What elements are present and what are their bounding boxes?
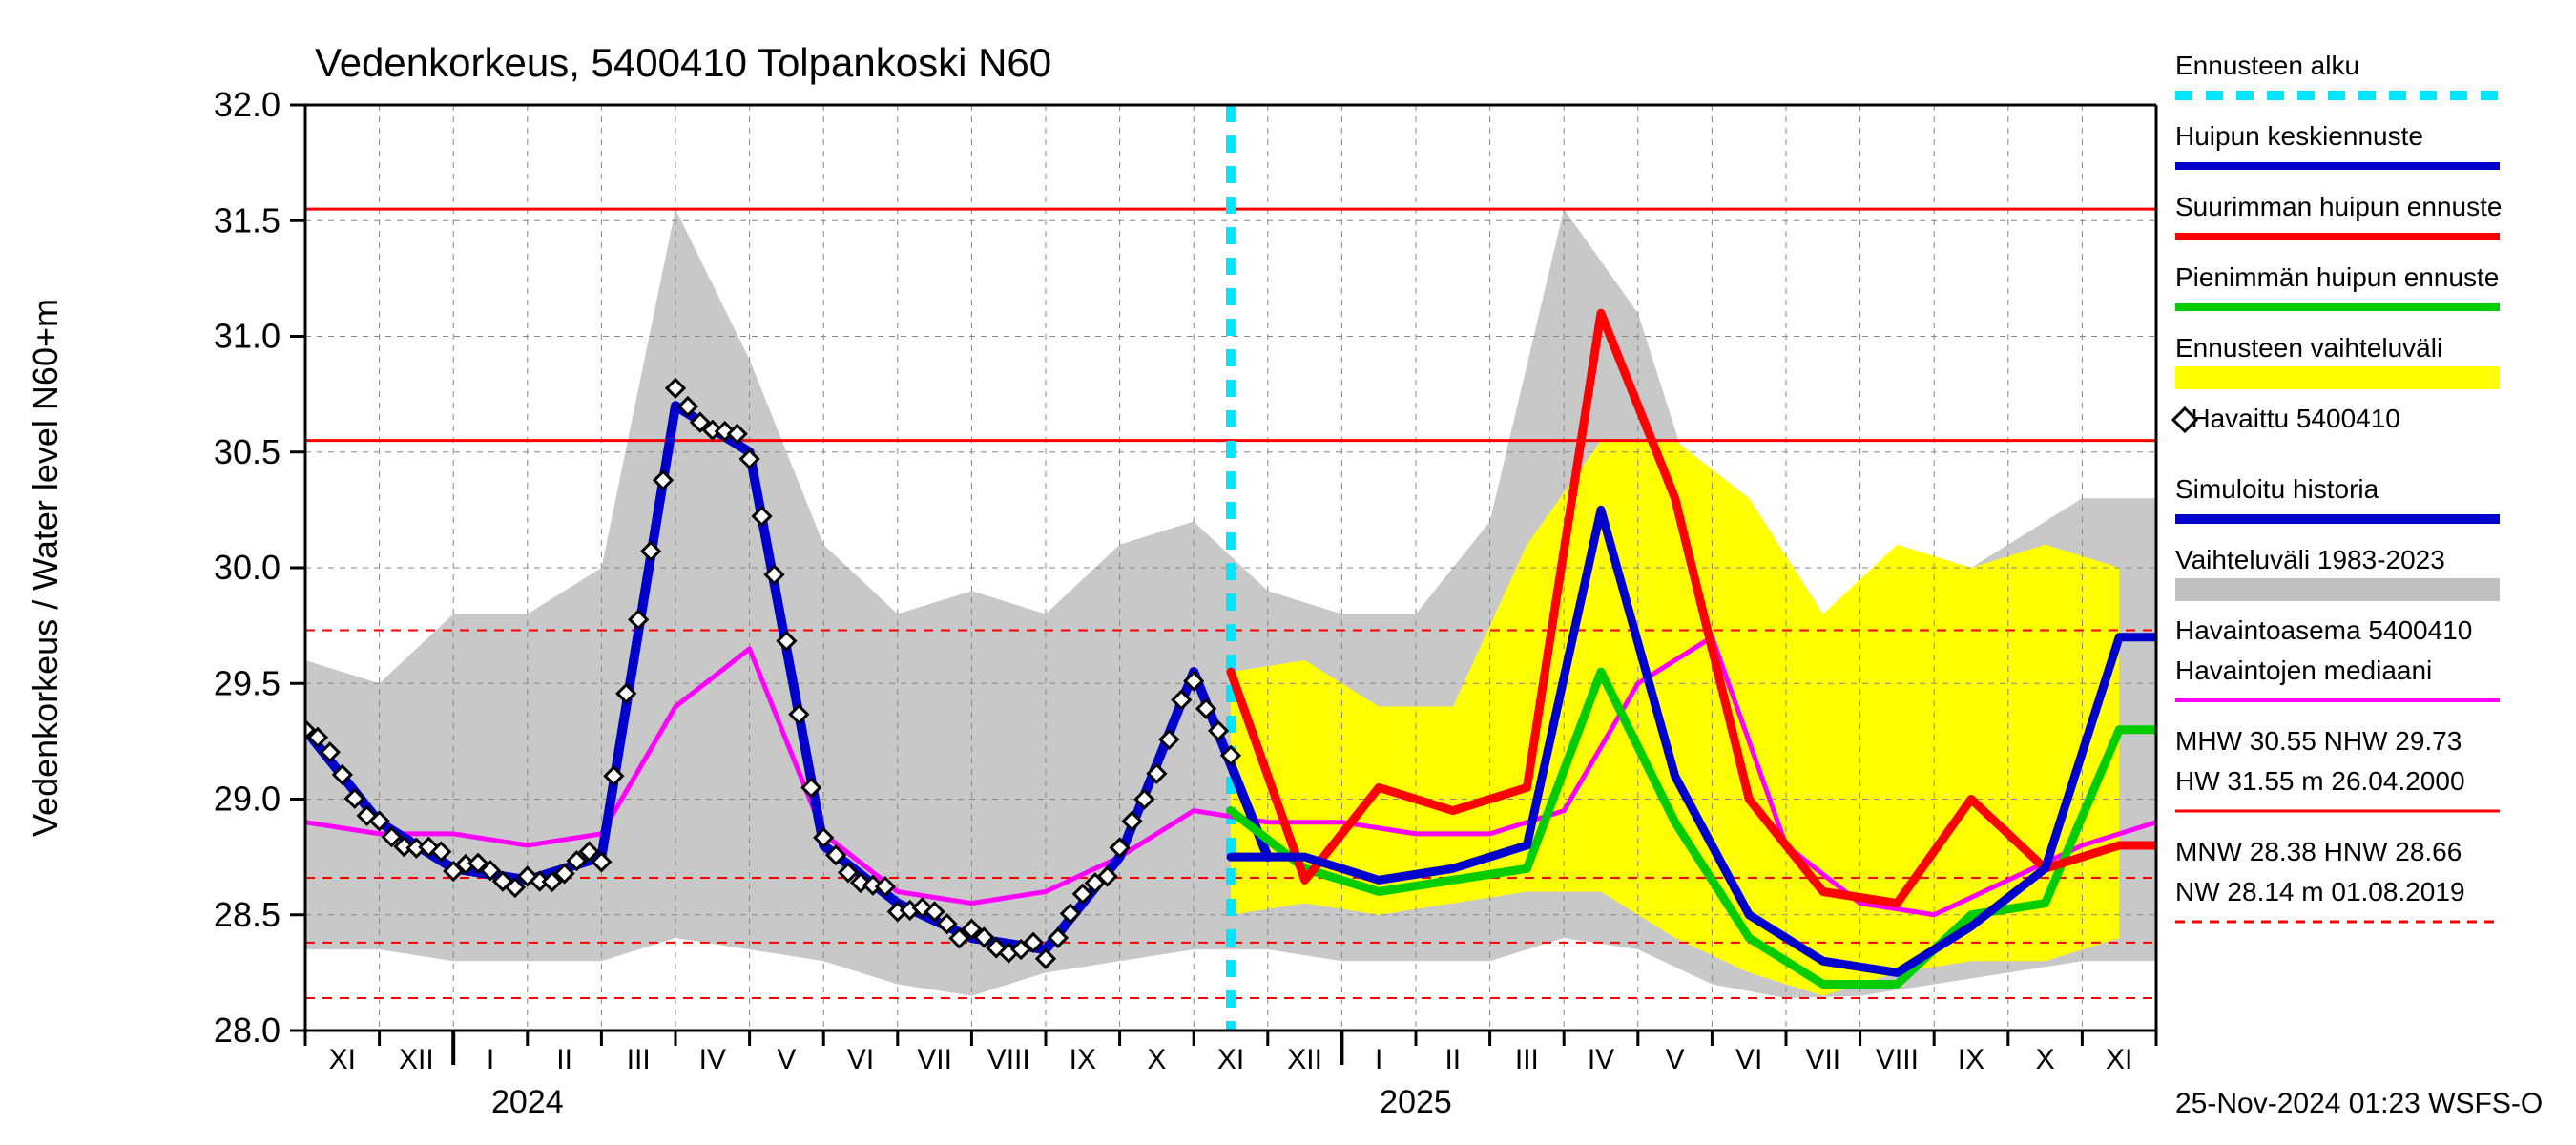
y-tick-label: 29.0 <box>214 780 280 819</box>
y-tick-label: 30.0 <box>214 548 280 587</box>
x-tick-label: V <box>1666 1044 1685 1075</box>
chart-svg: 28.028.529.029.530.030.531.031.532.0XIXI… <box>0 0 2576 1145</box>
timestamp: 25-Nov-2024 01:23 WSFS-O <box>2175 1088 2543 1119</box>
x-tick-label: XI <box>2106 1044 2132 1075</box>
y-tick-label: 28.0 <box>214 1010 280 1050</box>
legend-label: Simuloitu historia <box>2175 474 2379 504</box>
chart-root: 28.028.529.029.530.030.531.031.532.0XIXI… <box>0 0 2576 1145</box>
x-tick-label: VII <box>1805 1044 1840 1075</box>
x-tick-label: II <box>556 1044 572 1075</box>
x-tick-label: XII <box>399 1044 434 1075</box>
x-tick-label: IX <box>1958 1044 1984 1075</box>
y-tick-label: 31.5 <box>214 200 280 239</box>
legend-label: Ennusteen vaihteluväli <box>2175 333 2442 363</box>
x-tick-label: IV <box>699 1044 726 1075</box>
x-tick-label: II <box>1444 1044 1461 1075</box>
x-tick-label: VIII <box>987 1044 1030 1075</box>
x-tick-label: I <box>1375 1044 1382 1075</box>
legend-label: Havaintoasema 5400410 <box>2175 615 2472 645</box>
y-tick-label: 32.0 <box>214 85 280 124</box>
year-label: 2025 <box>1380 1084 1452 1120</box>
x-tick-label: III <box>1515 1044 1539 1075</box>
legend-swatch <box>2175 578 2500 601</box>
x-tick-label: X <box>2036 1044 2055 1075</box>
y-tick-label: 28.5 <box>214 895 280 934</box>
legend-label: Ennusteen alku <box>2175 51 2359 80</box>
legend-label: NW 28.14 m 01.08.2019 <box>2175 877 2465 906</box>
x-tick-label: IX <box>1070 1044 1096 1075</box>
x-tick-label: VII <box>917 1044 952 1075</box>
legend-swatch <box>2175 366 2500 389</box>
legend-label: MNW 28.38 HNW 28.66 <box>2175 837 2462 866</box>
x-tick-label: I <box>487 1044 494 1075</box>
y-tick-label: 30.5 <box>214 432 280 471</box>
x-tick-label: III <box>627 1044 651 1075</box>
legend-label: =Havaittu 5400410 <box>2175 404 2400 433</box>
chart-title: Vedenkorkeus, 5400410 Tolpankoski N60 <box>315 40 1051 85</box>
x-tick-label: VI <box>1735 1044 1762 1075</box>
x-tick-label: VI <box>847 1044 874 1075</box>
legend-label: Vaihteluväli 1983-2023 <box>2175 545 2445 574</box>
y-tick-label: 29.5 <box>214 663 280 702</box>
x-tick-label: VIII <box>1876 1044 1919 1075</box>
legend-label: MHW 30.55 NHW 29.73 <box>2175 726 2462 756</box>
y-tick-label: 31.0 <box>214 317 280 356</box>
legend-label: HW 31.55 m 26.04.2000 <box>2175 766 2465 796</box>
y-axis-label: Vedenkorkeus / Water level N60+m <box>26 299 65 837</box>
legend-label: Pienimmän huipun ennuste <box>2175 262 2499 292</box>
x-tick-label: XI <box>1217 1044 1244 1075</box>
x-tick-label: XII <box>1287 1044 1322 1075</box>
legend-label: Suurimman huipun ennuste <box>2175 192 2502 221</box>
year-label: 2024 <box>491 1084 564 1120</box>
x-tick-label: IV <box>1588 1044 1614 1075</box>
x-tick-label: V <box>777 1044 796 1075</box>
x-tick-label: XI <box>329 1044 356 1075</box>
legend-label: Havaintojen mediaani <box>2175 656 2432 685</box>
legend-label: Huipun keskiennuste <box>2175 121 2423 151</box>
x-tick-label: X <box>1147 1044 1166 1075</box>
